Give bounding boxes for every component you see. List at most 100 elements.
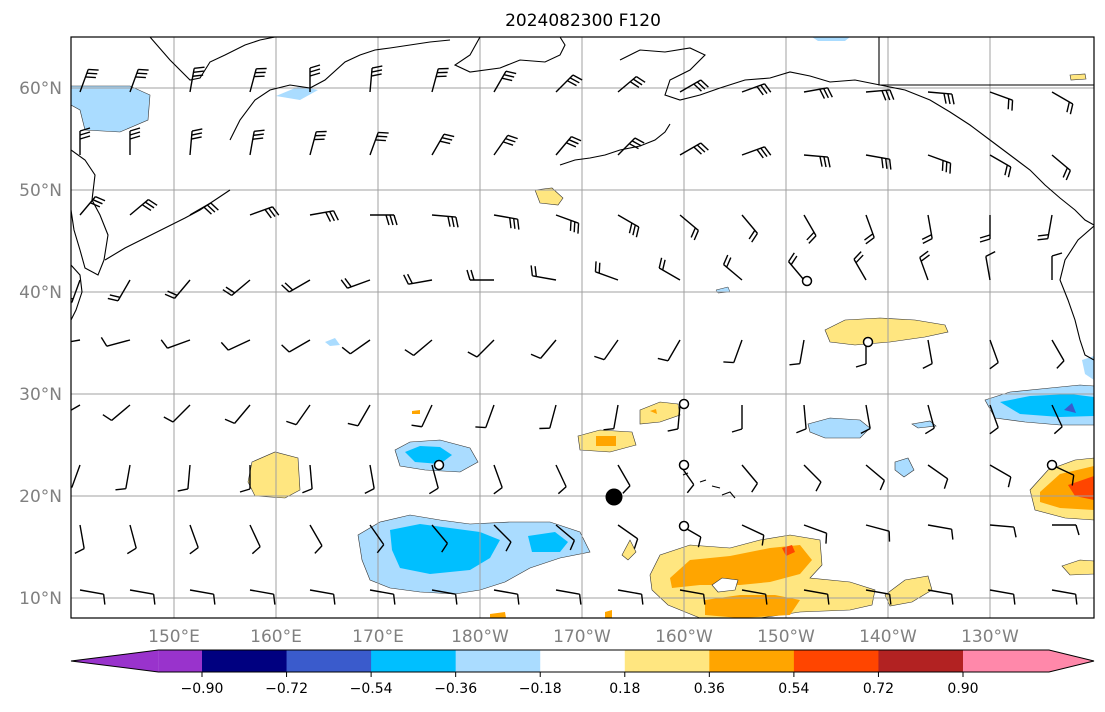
wind-barb	[71, 404, 81, 412]
colorbar-extend-min	[71, 650, 159, 672]
wind-barb	[555, 589, 582, 605]
wind-barb	[555, 135, 582, 156]
wind-barb	[220, 339, 251, 351]
wind-barb	[796, 404, 807, 434]
wind-barb	[431, 133, 455, 156]
wind-barb	[403, 273, 433, 285]
bering-coast	[229, 39, 451, 141]
wind-barb	[309, 210, 339, 222]
kuril-islands	[104, 189, 231, 261]
wind-barb	[989, 154, 1012, 178]
wind-barb	[107, 279, 131, 302]
wind-barb	[741, 146, 772, 159]
positive-anomaly-region	[711, 577, 739, 593]
latitude-labels: 60°N 50°N 40°N 30°N 20°N 10°N	[19, 79, 62, 609]
wind-barb	[787, 252, 805, 281]
wind-barb	[431, 214, 459, 228]
wind-barb	[281, 279, 311, 293]
negative-anomaly-region	[1064, 403, 1076, 413]
wind-barb	[865, 89, 895, 101]
figure-title: 2024082300 F120	[505, 11, 661, 31]
wind-barb	[722, 254, 743, 281]
wind-barb	[555, 524, 576, 551]
colorbar-tick-label: −0.90	[181, 681, 224, 697]
wind-barb	[741, 524, 765, 546]
wind-barb	[189, 524, 199, 555]
wind-barb	[989, 339, 999, 370]
negative-anomaly-region	[71, 85, 151, 133]
negative-anomaly-region	[894, 457, 915, 478]
wind-barbs	[71, 64, 1080, 605]
wind-barb	[340, 278, 371, 289]
wind-barb	[617, 137, 645, 156]
wind-barb	[71, 339, 81, 343]
japan-coastline	[71, 264, 83, 321]
wind-barb	[741, 83, 772, 96]
wind-barb	[1051, 589, 1078, 605]
wind-barb	[493, 134, 518, 156]
wind-barb	[617, 589, 644, 605]
wind-barb	[74, 524, 85, 554]
colorbar-segment	[455, 650, 541, 672]
siberia-coastline	[149, 37, 276, 81]
wind-barb	[924, 404, 935, 435]
positive-anomaly-region	[412, 410, 420, 414]
station-marker	[433, 459, 445, 471]
wind-barb	[865, 589, 892, 605]
colorbar-segment	[878, 650, 964, 672]
wind-barb	[309, 64, 321, 92]
longitude-labels: 150°E 160°E 170°E 180°W 170°W 160°W 150°W 140°W…	[148, 627, 1019, 647]
wind-barb	[129, 589, 156, 605]
map-frame	[70, 36, 1095, 619]
negative-anomaly-region	[812, 37, 850, 41]
wind-barb	[927, 524, 954, 540]
colorbar-tick-label: −0.72	[265, 681, 308, 697]
north-america-coastline	[1059, 225, 1094, 361]
wind-barb	[865, 464, 886, 491]
wind-barb	[539, 404, 557, 430]
colorbar-tick-label: 0.36	[694, 681, 725, 697]
wind-barb	[286, 404, 311, 426]
wind-barb	[989, 91, 1014, 111]
wind-barb	[79, 589, 106, 605]
wind-barb	[71, 464, 81, 489]
wind-barb	[603, 404, 619, 431]
colorbar-segment	[202, 650, 288, 672]
negative-anomaly-region	[325, 338, 340, 346]
wind-barb	[530, 339, 557, 360]
wind-barb	[309, 524, 323, 554]
positive-anomaly-region	[705, 595, 800, 618]
positive-anomaly-region	[621, 539, 637, 561]
station-marker	[862, 336, 874, 348]
station-markers	[433, 275, 1058, 532]
negative-anomaly-region	[1082, 356, 1094, 380]
wind-barb	[555, 214, 580, 234]
longitude-tick-label: 180°W	[451, 627, 509, 647]
wind-barb	[989, 524, 1017, 538]
negative-anomaly-region	[911, 420, 937, 429]
wind-barb	[617, 214, 640, 238]
colorbar-segment	[540, 650, 626, 672]
wind-barb	[853, 251, 867, 281]
positive-anomaly-region	[596, 436, 616, 446]
wind-barb	[741, 589, 768, 605]
wind-barb	[989, 404, 999, 435]
wind-barb	[369, 131, 389, 156]
wind-barb	[927, 464, 949, 489]
wind-barb	[411, 404, 433, 428]
wind-barb	[309, 130, 327, 156]
wind-barb	[177, 464, 191, 492]
wind-barb	[129, 68, 149, 93]
wind-barb	[160, 339, 191, 349]
negative-anomaly-region	[390, 524, 500, 574]
wind-barb	[431, 524, 449, 553]
center-marker	[605, 488, 623, 506]
wind-barb	[803, 589, 830, 605]
positive-anomaly-region	[605, 610, 612, 618]
wind-barb	[431, 589, 458, 605]
wind-barb	[803, 524, 828, 544]
longitude-tick-label: 160°E	[250, 627, 302, 647]
negative-anomaly-region	[528, 532, 568, 552]
colorbar-segment	[158, 650, 202, 672]
